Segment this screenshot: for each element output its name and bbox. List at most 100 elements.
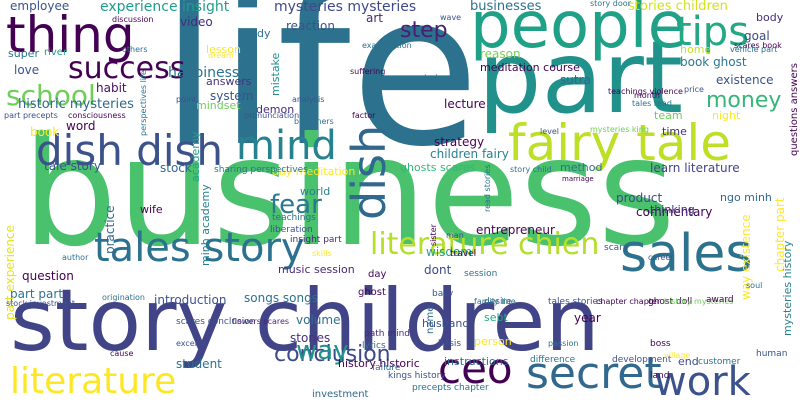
word: business [22, 106, 676, 280]
word: sebt [484, 311, 508, 324]
word: point [176, 95, 197, 104]
word: practice [103, 205, 117, 254]
word: world [300, 185, 331, 198]
word: songs songs [244, 291, 318, 305]
word: way [296, 336, 349, 366]
word: beginners [294, 117, 334, 126]
word: others [122, 45, 148, 54]
word: system [210, 89, 254, 103]
word: lecture [444, 97, 486, 111]
word: question [22, 269, 74, 283]
word: sutra [560, 73, 591, 87]
word: land [650, 371, 670, 381]
word: wisdom [426, 245, 473, 259]
word: book ghost [680, 55, 747, 69]
word: night [712, 109, 741, 122]
word: end [678, 355, 699, 368]
word: instructions [444, 355, 509, 368]
word: failure [372, 363, 401, 373]
word: lyrics [362, 341, 386, 351]
word: day meditation [272, 165, 356, 178]
word: tale story [44, 159, 101, 173]
word: development [612, 355, 672, 365]
word: mistake [269, 52, 282, 96]
word: village [664, 351, 691, 360]
word: product [616, 191, 663, 205]
word: music session [278, 263, 355, 276]
word: step [400, 18, 448, 43]
word: desire [484, 297, 512, 307]
word: part part [10, 287, 64, 301]
word: sharing perspectives [214, 165, 308, 175]
word: sales [620, 224, 753, 284]
word: scary [604, 243, 629, 253]
word: stories children [628, 0, 728, 14]
word: day [368, 269, 387, 280]
word: level [540, 127, 560, 136]
word: kings history [388, 371, 446, 381]
word: student [176, 357, 222, 371]
word: commentary [636, 205, 713, 219]
word: liberation [270, 225, 313, 235]
word: mysteries king [590, 125, 649, 134]
word: consciousness [68, 111, 126, 120]
word: flowers scares [232, 317, 290, 326]
word: existence [716, 73, 774, 87]
word: river [44, 47, 68, 58]
word: video [180, 15, 213, 29]
word: startup [420, 73, 449, 82]
word: dish dish [36, 126, 224, 175]
word: pronunciation [244, 111, 300, 120]
word: lesson [206, 43, 241, 56]
word: person [474, 335, 512, 348]
word: mysteries history [781, 240, 794, 336]
word: ceo [438, 344, 513, 393]
word: body [756, 11, 784, 24]
word: stories [290, 331, 331, 345]
word: time [662, 125, 687, 138]
word: team [654, 109, 683, 122]
word: teachings [272, 213, 316, 223]
word: questions answers [789, 63, 800, 156]
word: story child [510, 165, 552, 174]
word: home [680, 43, 712, 56]
word: introduction [154, 293, 227, 307]
word: origination [102, 293, 146, 302]
word: cause [110, 349, 134, 358]
word: award [706, 295, 734, 305]
word: teachings violence [608, 87, 683, 96]
word: employee [10, 0, 70, 13]
word: customer [698, 357, 741, 367]
word: reaction [286, 19, 335, 33]
word: fairy tale [508, 114, 732, 172]
word: super [8, 47, 39, 60]
word: author [62, 253, 89, 262]
word: wave [440, 13, 462, 22]
word: family line [474, 297, 516, 306]
word: price [684, 85, 704, 94]
word: marriage [562, 175, 594, 183]
word: career [648, 253, 674, 262]
word: ghost doll [648, 297, 693, 307]
word: suffering [350, 67, 386, 76]
word: happiness [168, 65, 240, 81]
word: literature [10, 361, 177, 400]
word: tips [676, 9, 750, 55]
word: basis [438, 339, 462, 349]
word: entrepreneur [476, 223, 555, 237]
word: mindset [196, 99, 241, 112]
word: secret [526, 348, 662, 399]
word: thinking [650, 203, 695, 216]
word: reason [480, 47, 521, 61]
word: conclusion [274, 342, 391, 367]
word: mysteries mysteries [274, 0, 417, 15]
word: thing [6, 6, 135, 64]
word: dream [208, 51, 234, 60]
word: sister [429, 224, 438, 246]
word: read stories [483, 164, 492, 212]
word: story children [10, 271, 600, 371]
word: examination [362, 41, 412, 50]
word: investment [312, 389, 369, 400]
word: tales read [632, 99, 672, 108]
word: people [470, 0, 687, 63]
